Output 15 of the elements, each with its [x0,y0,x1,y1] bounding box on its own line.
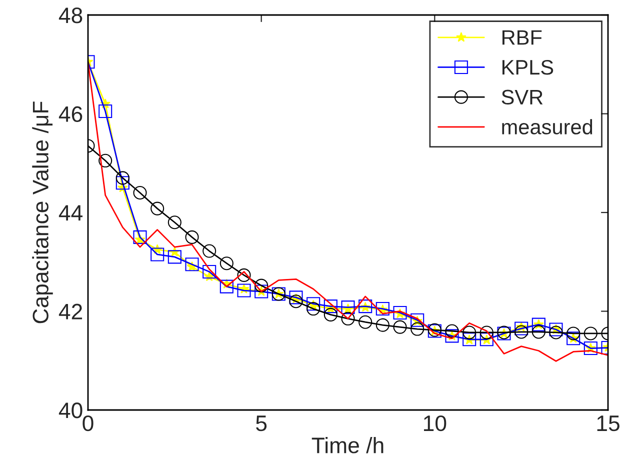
y-tick-label: 44 [58,205,82,221]
y-axis-title: Capacitance Value /μF [32,102,53,324]
y-tick-label: 48 [58,8,82,24]
y-tick-label: 46 [58,106,82,122]
x-axis-title: Time /h [312,436,384,454]
x-tick-label: 0 [82,415,94,432]
legend-label: KPLS [502,60,554,75]
legend-label: measured [502,119,592,134]
y-tick-label: 42 [58,304,82,320]
legend-label: RBF [502,30,542,45]
x-tick-label: 15 [597,416,620,432]
y-tick-label: 40 [58,402,82,418]
legend-label: SVR [502,90,543,105]
x-tick-label: 5 [256,416,267,432]
x-tick-label: 10 [424,415,446,432]
